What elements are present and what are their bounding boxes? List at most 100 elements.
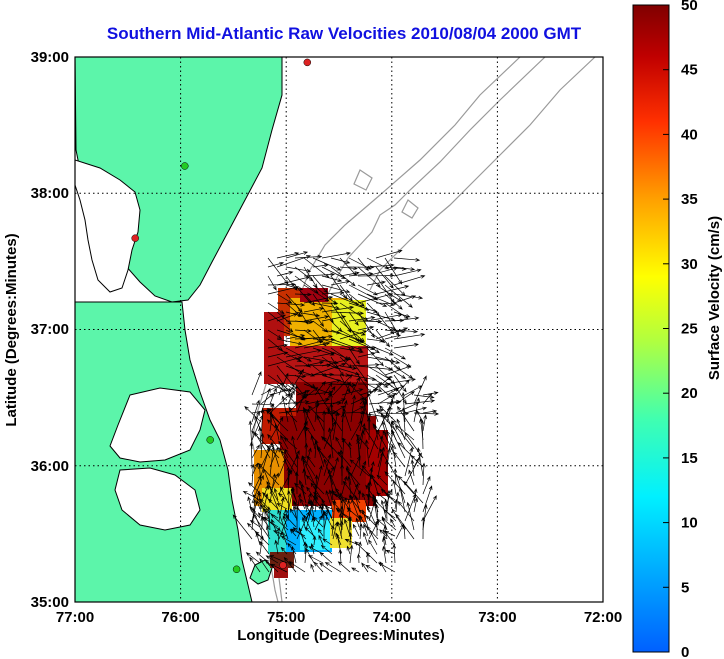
velocity-vector [269, 393, 291, 414]
velocity-vector [287, 368, 304, 396]
velocity-vector [328, 489, 333, 501]
velocity-vector [270, 442, 280, 468]
velocity-vector [278, 496, 285, 522]
velocity-vector [367, 392, 379, 423]
velocity-vector [393, 383, 407, 405]
velocity-vector [348, 293, 365, 307]
velocity-vector [269, 387, 277, 405]
velocity-vector [381, 517, 397, 531]
velocity-vector [274, 539, 279, 555]
velocity-vector [262, 508, 279, 519]
velocity-vector [267, 498, 279, 510]
velocity-vector [245, 552, 261, 564]
velocity-vector [267, 311, 294, 333]
velocity-vector [269, 473, 277, 504]
velocity-vector [281, 395, 289, 423]
velocity-vector [401, 407, 406, 432]
velocity-vector [283, 556, 297, 573]
velocity-vector [376, 408, 397, 432]
velocity-vector [259, 558, 270, 573]
velocity-vector [375, 503, 379, 522]
y-tick-label: 36:00 [31, 458, 69, 475]
velocity-vector [314, 495, 319, 513]
velocity-vector [305, 503, 316, 522]
land-and-coastline [75, 57, 283, 602]
velocity-vector [348, 265, 375, 270]
velocity-vector [379, 448, 397, 477]
velocity-vector [330, 280, 351, 286]
velocity-vector [377, 562, 396, 573]
y-axis-ticks: 39:00 38:00 37:00 36:00 35:00 [31, 49, 69, 611]
velocity-vector [310, 434, 316, 450]
velocity-vector [312, 516, 324, 528]
velocity-vector [293, 501, 306, 519]
velocity-vector [278, 372, 289, 396]
velocity-vector [391, 444, 397, 468]
velocity-vector [393, 332, 426, 340]
velocity-vector [398, 475, 415, 495]
velocity-vector [323, 385, 336, 405]
velocity-vector [341, 412, 345, 441]
velocity-vector [348, 302, 379, 313]
velocity-vector [259, 540, 270, 555]
velocity-vector [323, 510, 333, 528]
velocity-vector [272, 530, 288, 537]
velocity-vector [249, 441, 254, 468]
velocity-vector [323, 453, 332, 477]
velocity-vector [375, 329, 391, 348]
velocity-vector [384, 365, 407, 379]
velocity-vector [266, 419, 289, 441]
velocity-vector [267, 302, 285, 314]
velocity-vector [265, 555, 279, 564]
velocity-vector [314, 399, 320, 423]
velocity-vector [348, 311, 359, 326]
velocity-vector [312, 311, 325, 327]
velocity-vector [278, 440, 289, 459]
velocity-vector [330, 320, 343, 333]
velocity-vector [247, 496, 253, 513]
velocity-vector [323, 466, 335, 486]
velocity-vector [251, 399, 260, 423]
velocity-vector [378, 405, 397, 423]
velocity-vector [329, 402, 334, 432]
velocity-vector [379, 529, 387, 537]
velocity-vector [359, 523, 363, 540]
velocity-vector [361, 562, 369, 573]
velocity-vector [406, 501, 415, 531]
velocity-vector [311, 517, 316, 528]
velocity-vector [393, 316, 420, 322]
velocity-vector [330, 347, 349, 361]
velocity-vector [287, 390, 295, 405]
velocity-vector [393, 329, 419, 334]
velocity-vector [312, 320, 329, 333]
velocity-vector [345, 467, 361, 486]
velocity-vector [280, 486, 289, 504]
velocity-vector [285, 311, 303, 317]
velocity-vector [269, 386, 299, 396]
site-marker [303, 58, 312, 67]
velocity-vector [368, 375, 392, 396]
velocity-vector [348, 495, 360, 510]
velocity-vector [303, 360, 325, 367]
velocity-vector [267, 261, 285, 268]
velocity-vector [372, 423, 388, 450]
velocity-vector [363, 531, 369, 546]
site-markers [131, 58, 312, 574]
velocity-vector [276, 526, 281, 546]
velocity-vector [267, 257, 289, 285]
velocity-vector [242, 490, 261, 501]
velocity-vector [380, 499, 387, 519]
colorbar-tick-label: 40 [681, 126, 698, 143]
velocity-vector [357, 273, 395, 278]
velocity-vector [393, 295, 417, 304]
velocity-vector [302, 455, 316, 477]
velocity-vector [420, 419, 425, 450]
velocity-vector [333, 493, 351, 501]
velocity-vector [257, 464, 262, 486]
velocity-vector [354, 494, 361, 513]
velocity-vector [288, 561, 306, 573]
velocity-vector [304, 442, 309, 459]
velocity-vector [260, 387, 271, 414]
velocity-vector [358, 541, 362, 555]
velocity-vector [273, 487, 279, 501]
